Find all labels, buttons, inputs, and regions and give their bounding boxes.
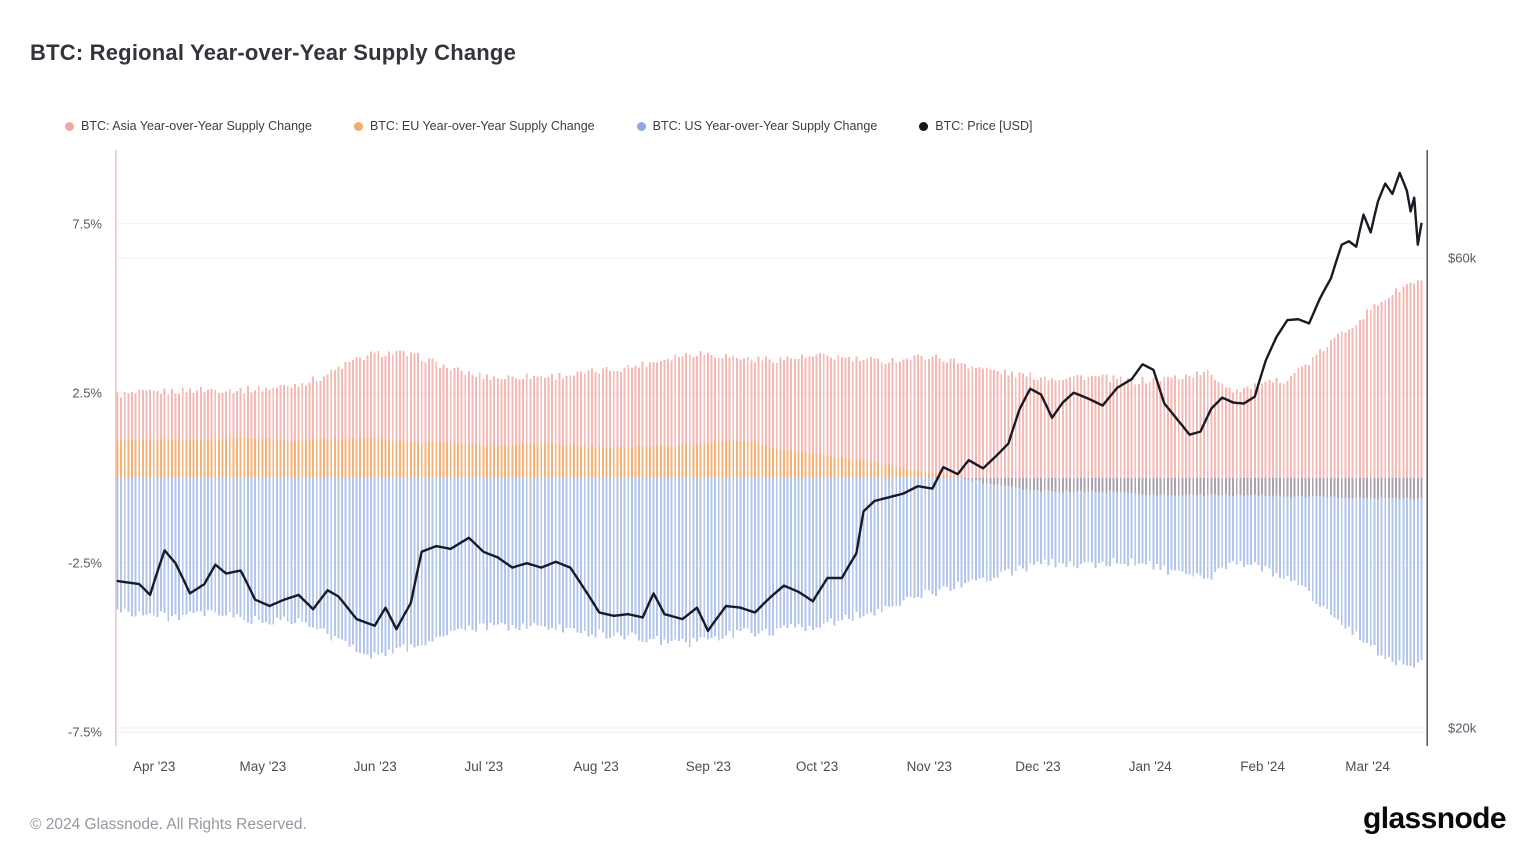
x-axis-label: Apr '23	[133, 759, 176, 774]
x-axis-label: Jul '23	[464, 759, 504, 774]
y-axis-label-left: 7.5%	[72, 216, 102, 232]
y-axis-label-right: $20k	[1448, 720, 1477, 736]
page-title: BTC: Regional Year-over-Year Supply Chan…	[30, 40, 517, 65]
x-axis-label: Oct '23	[795, 759, 839, 774]
us-supply-bars	[116, 478, 1423, 668]
legend-swatch-icon	[636, 121, 646, 131]
chart-legend: BTC: Asia Year-over-Year Supply Change BT…	[65, 119, 1033, 133]
y-axis-label-right: $60k	[1448, 250, 1477, 266]
x-axis-label: Jan '24	[1128, 759, 1172, 774]
legend-label: BTC: Price [USD]	[935, 119, 1033, 133]
chart-plot-area[interactable]	[115, 150, 1428, 746]
x-axis-label: Dec '23	[1015, 759, 1061, 774]
y-axis-label-left: -2.5%	[68, 555, 102, 571]
glassnode-logo: glassnode	[1363, 802, 1507, 835]
x-axis-label: Mar '24	[1345, 759, 1390, 774]
legend-swatch-icon	[353, 121, 363, 131]
eu-supply-bars-negative	[964, 478, 1423, 500]
legend-label: BTC: Asia Year-over-Year Supply Change	[81, 119, 312, 133]
x-axis-label: Aug '23	[573, 759, 619, 774]
chart-canvas[interactable]	[115, 150, 1428, 746]
copyright-text: © 2024 Glassnode. All Rights Reserved.	[30, 816, 307, 833]
y-axis-label-left: -7.5%	[68, 724, 102, 740]
x-axis-label: Nov '23	[906, 759, 952, 774]
gridlines	[115, 223, 1428, 733]
x-axis-label: May '23	[239, 759, 287, 774]
legend-swatch-icon	[65, 121, 74, 131]
legend-item-0[interactable]: BTC: Asia Year-over-Year Supply Change	[65, 119, 312, 133]
legend-swatch-icon	[919, 121, 929, 131]
asia-supply-bars	[116, 280, 1423, 478]
x-axis-label: Jun '23	[353, 759, 397, 774]
legend-item-3[interactable]: BTC: Price [USD]	[919, 119, 1033, 133]
x-axis-label: Sep '23	[685, 759, 732, 774]
price-line	[116, 171, 1423, 633]
legend-label: BTC: US Year-over-Year Supply Change	[652, 119, 878, 133]
eu-supply-bars-positive	[116, 437, 963, 478]
x-axis-label: Feb '24	[1240, 759, 1285, 774]
legend-item-2[interactable]: BTC: US Year-over-Year Supply Change	[636, 119, 878, 133]
legend-item-1[interactable]: BTC: EU Year-over-Year Supply Change	[353, 119, 595, 133]
legend-label: BTC: EU Year-over-Year Supply Change	[369, 119, 595, 133]
y-axis-label-left: 2.5%	[72, 385, 102, 401]
